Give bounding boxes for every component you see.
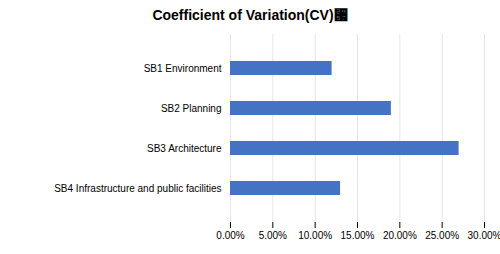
svg-text:SB3 Architecture: SB3 Architecture <box>147 143 222 154</box>
svg-text:5.00%: 5.00% <box>259 230 287 241</box>
svg-text:15.00%: 15.00% <box>341 230 375 241</box>
svg-text:20.00%: 20.00% <box>383 230 417 241</box>
svg-text:0.00%: 0.00% <box>216 230 244 241</box>
svg-text:25.00%: 25.00% <box>425 230 459 241</box>
svg-text:SB2 Planning: SB2 Planning <box>161 103 222 114</box>
svg-text:SB1 Environment: SB1 Environment <box>144 63 222 74</box>
svg-text:30.00%: 30.00% <box>468 230 500 241</box>
svg-text:10.00%: 10.00% <box>298 230 332 241</box>
html-text:Coefficient of Variation(CV)⑗: Coefficient of Variation(CV)⑗ <box>152 7 348 23</box>
svg-text:SB4 Infrastructure and public: SB4 Infrastructure and public facilities <box>54 183 221 194</box>
